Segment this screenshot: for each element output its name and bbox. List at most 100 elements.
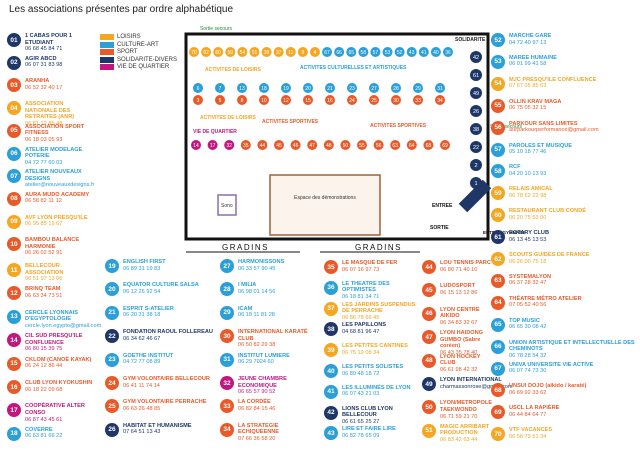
entry-info: 06 50 82 29 38: [238, 342, 276, 349]
association-entry: 61 ROTARY CLUB 06 13 45 13 53: [491, 230, 636, 245]
stand-number: 30: [393, 98, 399, 104]
entry-number: 14: [7, 333, 21, 348]
stand-number: 7: [219, 86, 222, 92]
entry-text: CIL SUD PRESQU'ILE CONFLUENCE 06 80 15 39…: [25, 333, 99, 353]
stand: [394, 47, 405, 57]
stand-number: 48: [326, 143, 332, 149]
stand-number: 15: [305, 98, 311, 104]
entry-info: 06 15 13 12 86: [440, 289, 478, 296]
entry-name: ATELIER NOUVEAUX DESIGNS: [25, 169, 82, 182]
association-entry: 37 LES JARDINS SUSPENDUS DE PERRACHE 06 86…: [324, 301, 422, 322]
entry-number: 63: [491, 273, 505, 288]
association-entry: 45 LUDOSPORT 06 15 13 12 86: [422, 283, 494, 298]
stand: [382, 47, 393, 57]
entry-number: 09: [7, 214, 21, 229]
zone-label: VIE DE QUARTIER: [193, 129, 237, 135]
entry-text: SYSTEMALYON 06 37 28 32 47: [509, 274, 551, 287]
association-entry: 19 ENGLISH FIRST 06 89 31 19 83: [105, 259, 213, 273]
entry-name: PAROLES ET MUSIQUE: [509, 142, 572, 149]
association-entry: 65 TOP MUSIC 06 65 30 08 42: [491, 317, 636, 332]
zone-label: ACTIVITES DE LOISIRS: [200, 115, 257, 121]
entry-name: UNIVA UNIVERSITE VIE ACTIVE: [509, 361, 594, 368]
stand-number: 61: [473, 73, 479, 79]
entry-text: AGIR ABCD 06 07 31 83 98: [25, 56, 62, 69]
entry-number: 56: [491, 120, 505, 135]
page-title: Les associations présentes par ordre alp…: [9, 4, 234, 15]
stand: [418, 47, 429, 57]
entry-text: EQUATOR CULTURE SALSA 06 12 26 92 54: [123, 282, 199, 295]
stand: [224, 140, 235, 150]
entry-name: LES JARDINS SUSPENDUS DE PERRACHE: [342, 301, 416, 315]
entry-text: UNION ARTISTIQUE ET INTELLECTUELLE DES C…: [509, 340, 636, 360]
association-entry: 70 VTF VACANCES 06 58 73 51 34: [491, 427, 636, 442]
entry-name: LES ILLUMINÉS DE LYON: [342, 384, 411, 391]
association-entry: 31 INSTITUT LUMIERE 06 29 7024 60: [220, 352, 320, 367]
entry-text: LOU TENNIS PARC 06 80 71 40 10: [440, 260, 491, 273]
association-entry: 56 PARKOUR SANS LIMITES aurparkourperforma…: [491, 120, 636, 135]
entry-name: UNION ARTISTIQUE ET INTELLECTUELLE DES C…: [509, 339, 635, 353]
entry-number: 20: [105, 282, 119, 297]
stand: [443, 47, 453, 57]
stand: [207, 140, 218, 150]
association-entry: 29 ICAM 06 18 11 81 28: [220, 305, 320, 320]
sound-label: Sono: [221, 203, 233, 209]
entry-info: 06 20 75 53 00: [509, 214, 547, 221]
entry-text: LA CORDÉE 06 82 84 15 46: [238, 399, 275, 412]
entry-number: 66: [491, 339, 505, 354]
legend-swatch: [100, 41, 114, 48]
entry-text: ICAM 06 18 11 81 28: [238, 306, 275, 319]
entry-text: RELAIS AMICAL 06 78 62 22 98: [509, 186, 553, 199]
entry-info: 06 61 65 25 27: [342, 418, 380, 425]
entry-info: 06 18 81 34 71: [342, 293, 380, 300]
stand: [357, 140, 367, 150]
entry-text: LE MASQUE DE FER 06 07 16 97 73: [342, 260, 397, 273]
stand: [297, 47, 308, 57]
entry-number: 15: [7, 356, 21, 371]
stand-number: 1: [474, 181, 477, 187]
entry-number: 57: [491, 142, 505, 157]
entry-info: 06 33 57 90 45: [238, 265, 276, 272]
stand: [369, 95, 379, 105]
entry-number: 60: [491, 208, 505, 223]
entry-info: aurparkourperformance@gmail.com: [509, 127, 599, 134]
entry-name: LA STRATEGIE ECHIQUEENNE: [238, 422, 280, 436]
entry-name: GYM VOLONTAIRE BELLECOUR: [123, 376, 210, 382]
entry-text: USCL LA RAPIÈRE 06 44 84 64 77: [509, 405, 559, 418]
stand: [470, 105, 482, 117]
entry-info: 06 95 85 19 67: [25, 221, 63, 228]
entry-text: GOETHE INSTITUT 04 72 77 08 89: [123, 353, 173, 366]
association-entry: 49 LYON INTERNATIONAL charmassonrose@gmail…: [422, 377, 513, 391]
stand: [413, 95, 423, 105]
association-entry: 42 LIONS CLUB LYON BELLECOUR 06 61 65 25 2…: [324, 405, 422, 426]
entry-number: 49: [422, 377, 436, 391]
entry-info: charmassonrose@gmail.com: [440, 383, 513, 390]
stand-number: 39: [264, 50, 270, 56]
entry-text: BELLECOUR ASSOCIATION 06 51 97 13 06: [25, 263, 99, 283]
entry-name: BELLECOUR ASSOCIATION: [25, 263, 64, 276]
entry-text: LES ILLUMINÉS DE LYON 06 07 43 21 03: [342, 385, 410, 398]
stand-number: 27: [371, 86, 377, 92]
stand: [406, 140, 417, 150]
entry-text: BAMBOU BALANCE HARMONIE 06 26 02 52 91: [25, 237, 97, 257]
association-entry: 18 COVERRE 06 63 81 66 22: [7, 426, 99, 441]
stand: [340, 140, 351, 150]
entry-info: 06 78 28 54 32: [509, 352, 547, 359]
entry-name: LYON HAIDONG GUMBO (Sabre coréen): [440, 330, 483, 350]
entry-number: 17: [7, 403, 21, 418]
association-entry: 15 CKLOM (CANOË KAYAK) 06 24 12 86 44: [7, 356, 99, 371]
entry-name: CKLOM (CANOË KAYAK): [25, 356, 92, 363]
entry-text: RCF 04 20 10 13 93: [509, 164, 546, 177]
association-entry: 59 RELAIS AMICAL 06 78 62 22 98: [491, 186, 636, 201]
entry-text: LIONS CLUB LYON BELLECOUR 06 61 65 25 27: [342, 406, 422, 426]
entry-text: HARMONISSONS 06 33 57 90 45: [238, 259, 284, 272]
zone-label: ACTIVITES SPORTIVES: [370, 123, 427, 129]
entry-text: LE THEATRE DES OPTIMISTES 06 18 81 34 71: [342, 281, 422, 301]
entry-name: PARKOUR SANS LIMITES: [509, 120, 578, 127]
stand: [259, 83, 269, 93]
legend-item: SOLIDARITE-DIVERS: [100, 56, 177, 63]
entry-name: INSTITUT LUMIERE: [238, 352, 290, 359]
entry-name: LES PETITS SOLISTES: [342, 364, 404, 370]
entry-number: 16: [7, 380, 21, 394]
entry-number: 34: [220, 422, 234, 437]
exit-label: Sortie secours: [490, 124, 522, 130]
